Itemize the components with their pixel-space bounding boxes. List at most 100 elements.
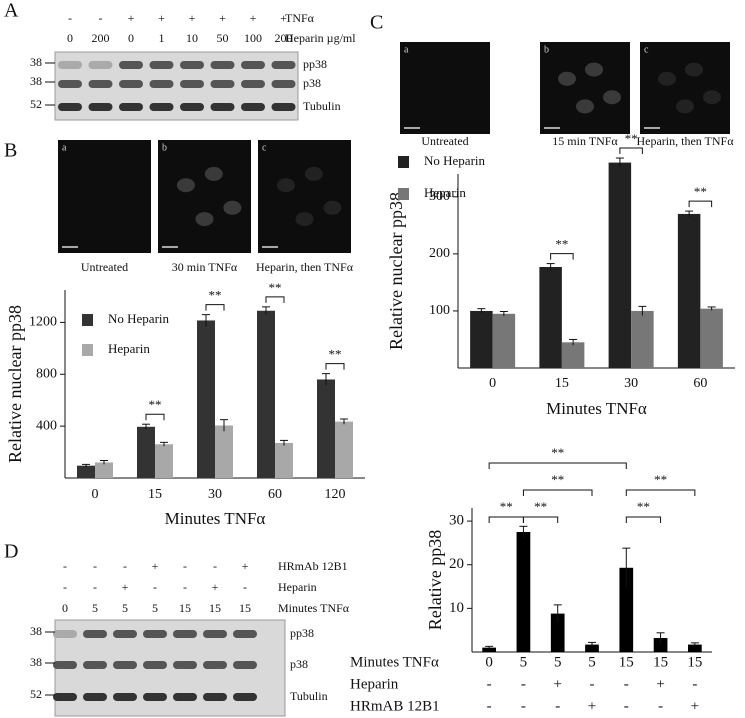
condition-value: + — [280, 11, 287, 25]
condition-value: 100 — [244, 31, 262, 45]
condition-value: 200 — [275, 31, 293, 45]
comparison-bracket — [625, 516, 662, 523]
condition-value: - — [93, 580, 97, 594]
significance-label: ** — [625, 131, 638, 146]
band — [143, 630, 167, 638]
condition-value: 15 — [179, 601, 191, 615]
band — [53, 630, 77, 638]
cell — [295, 212, 314, 227]
condition-value: - — [213, 559, 217, 573]
condition-value: 200 — [92, 31, 110, 45]
band — [233, 661, 257, 669]
image-caption: Heparin, then TNFα — [636, 134, 734, 148]
bar — [550, 613, 565, 652]
row-value: + — [588, 698, 596, 714]
bar — [155, 444, 173, 478]
cell — [176, 178, 195, 193]
condition-value: 1 — [159, 31, 165, 45]
band — [149, 61, 174, 69]
molecular-weight: 52 — [30, 97, 42, 111]
condition-value: + — [242, 559, 249, 573]
condition-value: - — [183, 580, 187, 594]
row-value: - — [624, 676, 629, 692]
legend-label: Heparin — [424, 185, 466, 200]
band — [173, 661, 197, 669]
row-value: - — [658, 698, 663, 714]
bar — [677, 213, 701, 368]
molecular-weight: 38 — [30, 74, 42, 88]
condition-label: Heparin µg/ml — [285, 31, 356, 45]
band — [53, 693, 77, 701]
comparison-bracket — [522, 516, 559, 523]
y-axis-label: Relative nuclear pp38 — [5, 305, 25, 463]
y-tick-label: 10 — [449, 600, 464, 616]
y-tick-label: 200 — [429, 246, 450, 261]
condition-value: 5 — [92, 601, 98, 615]
band — [241, 61, 265, 69]
molecular-weight: 38 — [30, 55, 42, 69]
condition-value: - — [99, 11, 103, 25]
image-caption: 15 min TNFα — [552, 134, 618, 148]
bar — [561, 342, 585, 368]
condition-label: HRmAb 12B1 — [278, 559, 348, 573]
comparison-label: ** — [654, 472, 667, 487]
condition-value: 50 — [217, 31, 229, 45]
comparison-bracket — [522, 489, 593, 496]
band — [271, 61, 296, 69]
band — [143, 693, 167, 701]
cell — [576, 99, 594, 114]
band — [180, 80, 204, 88]
y-tick-label: 100 — [429, 303, 450, 318]
image-letter: b — [544, 44, 549, 55]
condition-value: + — [152, 559, 159, 573]
comparison-label: ** — [637, 499, 650, 514]
significance-bracket — [688, 200, 713, 208]
bar — [215, 425, 233, 478]
row-value: - — [521, 698, 526, 714]
bar — [137, 426, 155, 478]
image-caption: Untreated — [421, 134, 468, 148]
significance-label: ** — [209, 288, 222, 303]
bar — [470, 310, 493, 368]
condition-value: + — [128, 11, 135, 25]
y-tick-label: 400 — [36, 418, 57, 433]
band — [88, 103, 113, 111]
x-tick-label: 15 — [619, 654, 634, 670]
y-tick-label: 20 — [449, 556, 464, 572]
x-axis-label: Minutes TNFα — [165, 509, 266, 528]
significance-bracket — [265, 296, 285, 303]
x-axis-label: Minutes TNFα — [546, 399, 647, 418]
condition-label: Minutes TNFα — [278, 601, 350, 615]
comparison-bracket — [625, 489, 696, 496]
band — [53, 661, 77, 669]
condition-value: - — [63, 559, 67, 573]
bar — [688, 644, 702, 652]
legend-label: Heparin — [108, 341, 150, 356]
legend-label: No Heparin — [108, 311, 170, 326]
legend-swatch — [82, 344, 93, 356]
bar — [317, 379, 335, 478]
x-tick-label: 15 — [653, 654, 668, 670]
bar — [516, 532, 531, 652]
row-value: - — [555, 698, 560, 714]
band — [210, 61, 235, 69]
x-tick-label: 60 — [693, 376, 707, 391]
cell — [223, 200, 242, 215]
y-tick-label: 1200 — [29, 315, 57, 330]
y-axis-label: Relative pp38 — [425, 530, 445, 630]
band — [143, 661, 167, 669]
significance-bracket — [550, 253, 574, 260]
x-tick-label: 0 — [485, 654, 493, 670]
image-caption: Untreated — [81, 260, 128, 274]
x-tick-label: 30 — [208, 487, 222, 502]
condition-value: - — [93, 559, 97, 573]
micrograph — [640, 42, 730, 134]
condition-value: + — [189, 11, 196, 25]
bar — [492, 313, 516, 368]
bar — [619, 567, 634, 652]
x-axis-label: Minutes TNFα — [350, 654, 439, 670]
bar — [608, 162, 632, 368]
image-letter: a — [404, 44, 409, 55]
bar — [539, 267, 562, 368]
bar — [482, 647, 496, 652]
